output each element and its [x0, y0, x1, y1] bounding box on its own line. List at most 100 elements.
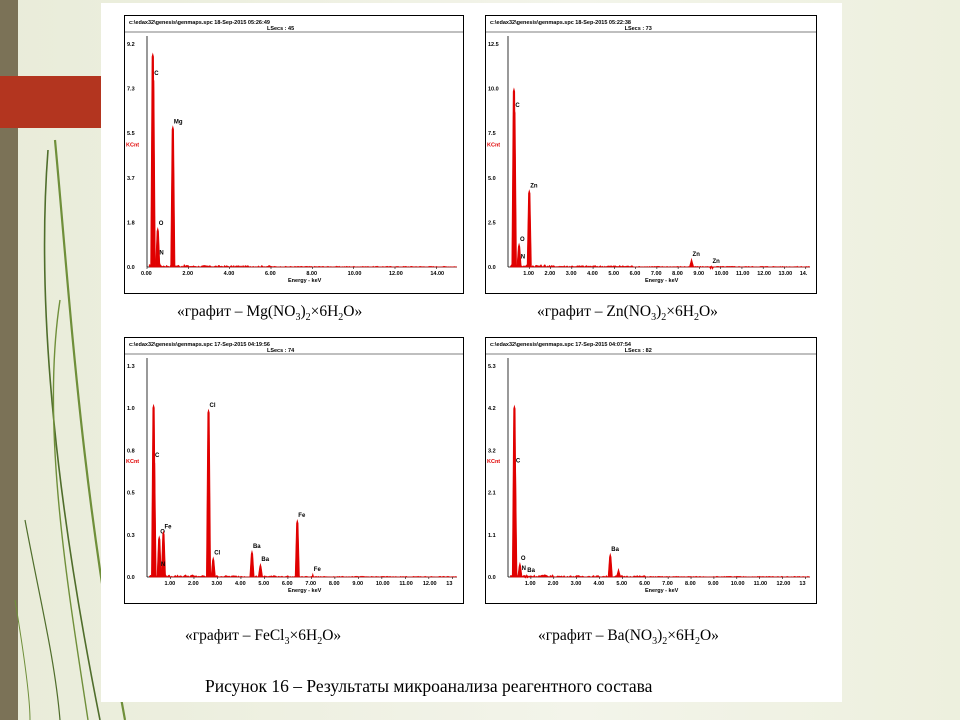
spectrum-peak [526, 189, 532, 268]
x-tick-label: 6.00 [639, 581, 650, 587]
peak-label: O [520, 237, 525, 243]
spectrum-peak [294, 519, 300, 578]
x-tick-label: 8.00 [672, 271, 683, 277]
x-axis-label: Energy - keV [288, 588, 322, 594]
caption-text: «графит – FeCl [185, 627, 285, 644]
x-tick-label: 10.00 [376, 581, 390, 587]
x-tick-label: 1.00 [164, 581, 175, 587]
peak-label: N [521, 255, 525, 261]
caption-subscript: 2 [693, 312, 699, 324]
x-tick-label: 1.00 [525, 581, 536, 587]
y-axis-label: KCnt [487, 143, 500, 149]
x-tick-label: 6.00 [630, 271, 641, 277]
y-tick-label: 0.0 [127, 575, 135, 581]
x-tick-label: 13 [446, 581, 452, 587]
x-tick-label: 0.00 [141, 271, 152, 277]
x-tick-label: 8.00 [329, 581, 340, 587]
x-tick-label: 1.00 [523, 271, 534, 277]
y-tick-label: 0.0 [127, 265, 135, 271]
live-seconds-label: LSecs : 82 [625, 348, 652, 354]
x-tick-label: 12.00 [757, 271, 771, 277]
x-tick-label: 2.00 [545, 271, 556, 277]
x-tick-label: 10.00 [731, 581, 745, 587]
peak-label: N [161, 562, 165, 568]
peak-label: Fe [314, 567, 322, 573]
caption-text: ×6H [310, 303, 339, 320]
spectrum-peak [157, 567, 163, 578]
spectrum-chart: c:\edax32\genesis\genmaps.spc 17-Sep-201… [486, 342, 816, 594]
peak-label: N [522, 566, 526, 572]
spectrum-chart: c:\edax32\genesis\genmaps.spc 17-Sep-201… [125, 342, 463, 594]
peak-label: Ba [253, 544, 261, 550]
y-tick-label: 4.2 [488, 406, 496, 412]
x-tick-label: 7.00 [305, 581, 316, 587]
peak-label: Ba [261, 557, 269, 563]
panel-caption-mg: «графит – Mg(NO3)2×6H2O» [177, 303, 362, 323]
caption-subscript: 2 [317, 636, 323, 648]
spectrum-baseline [148, 263, 458, 268]
spectrum-peak [160, 530, 166, 578]
x-tick-label: 7.00 [662, 581, 673, 587]
peak-label: Cl [210, 403, 216, 409]
caption-text: O» [699, 627, 719, 644]
peak-label: Ba [527, 568, 535, 574]
peak-label: O [159, 221, 164, 227]
peak-label: Zn [530, 183, 538, 189]
y-tick-label: 7.3 [127, 87, 135, 93]
spectrum-chart: c:\edax32\genesis\genmaps.spc 18-Sep-201… [486, 20, 816, 284]
x-tick-label: 14.00 [430, 271, 444, 277]
x-tick-label: 13 [799, 581, 805, 587]
spectrum-peak [615, 567, 622, 578]
peak-label: Fe [298, 513, 306, 519]
y-tick-label: 12.5 [488, 42, 499, 48]
caption-text: ×6H [666, 303, 694, 320]
caption-text: ) [656, 303, 662, 320]
spectrum-peak [310, 572, 316, 578]
x-tick-label: 6.00 [282, 581, 293, 587]
x-tick-label: 3.00 [566, 271, 577, 277]
caption-subscript: 2 [661, 312, 667, 324]
x-tick-label: 12.00 [777, 581, 791, 587]
peak-label: N [159, 250, 163, 256]
peak-label: Zn [693, 252, 701, 258]
spectrum-peak [512, 464, 518, 578]
spectrum-panel-ba: c:\edax32\genesis\genmaps.spc 17-Sep-201… [485, 337, 817, 604]
y-tick-label: 0.3 [127, 533, 135, 539]
x-tick-label: 11.00 [754, 581, 767, 587]
x-tick-label: 5.00 [616, 581, 627, 587]
caption-subscript: 3 [295, 312, 301, 324]
spectrum-baseline [149, 574, 458, 578]
x-tick-label: 3.00 [571, 581, 582, 587]
x-tick-label: 10.00 [715, 271, 729, 277]
y-tick-label: 5.5 [127, 131, 135, 137]
x-axis-label: Energy - keV [288, 278, 322, 284]
x-tick-label: 2.00 [188, 581, 199, 587]
x-tick-label: 8.00 [306, 271, 317, 277]
peak-label: Ba [611, 547, 619, 553]
y-tick-label: 9.2 [127, 42, 135, 48]
caption-text: ×6H [667, 627, 695, 644]
spectrum-file-header: c:\edax32\genesis\genmaps.spc 18-Sep-201… [129, 20, 270, 26]
caption-subscript: 2 [305, 312, 311, 324]
caption-text: O» [322, 627, 342, 644]
x-tick-label: 13.00 [778, 271, 792, 277]
caption-subscript: 2 [662, 636, 668, 648]
y-tick-label: 1.8 [127, 220, 135, 226]
spectrum-peak [511, 108, 517, 268]
y-tick-label: 0.8 [127, 448, 135, 454]
x-tick-label: 3.00 [211, 581, 222, 587]
caption-subscript: 3 [284, 636, 290, 648]
x-tick-label: 4.00 [594, 581, 605, 587]
caption-text: «графит – Ba(NO [538, 627, 653, 644]
peak-label: C [155, 453, 160, 459]
spectrum-chart: c:\edax32\genesis\genmaps.spc 18-Sep-201… [125, 20, 463, 284]
y-axis-label: KCnt [126, 143, 139, 149]
spectrum-panel-fe: c:\edax32\genesis\genmaps.spc 17-Sep-201… [124, 337, 464, 604]
x-tick-label: 4.00 [587, 271, 598, 277]
peak-label: O [521, 556, 526, 562]
x-tick-label: 5.00 [608, 271, 619, 277]
x-tick-label: 11.00 [736, 271, 749, 277]
spectrum-peak [516, 260, 523, 268]
y-tick-label: 2.1 [488, 491, 496, 497]
spectrum-peak [708, 264, 715, 270]
